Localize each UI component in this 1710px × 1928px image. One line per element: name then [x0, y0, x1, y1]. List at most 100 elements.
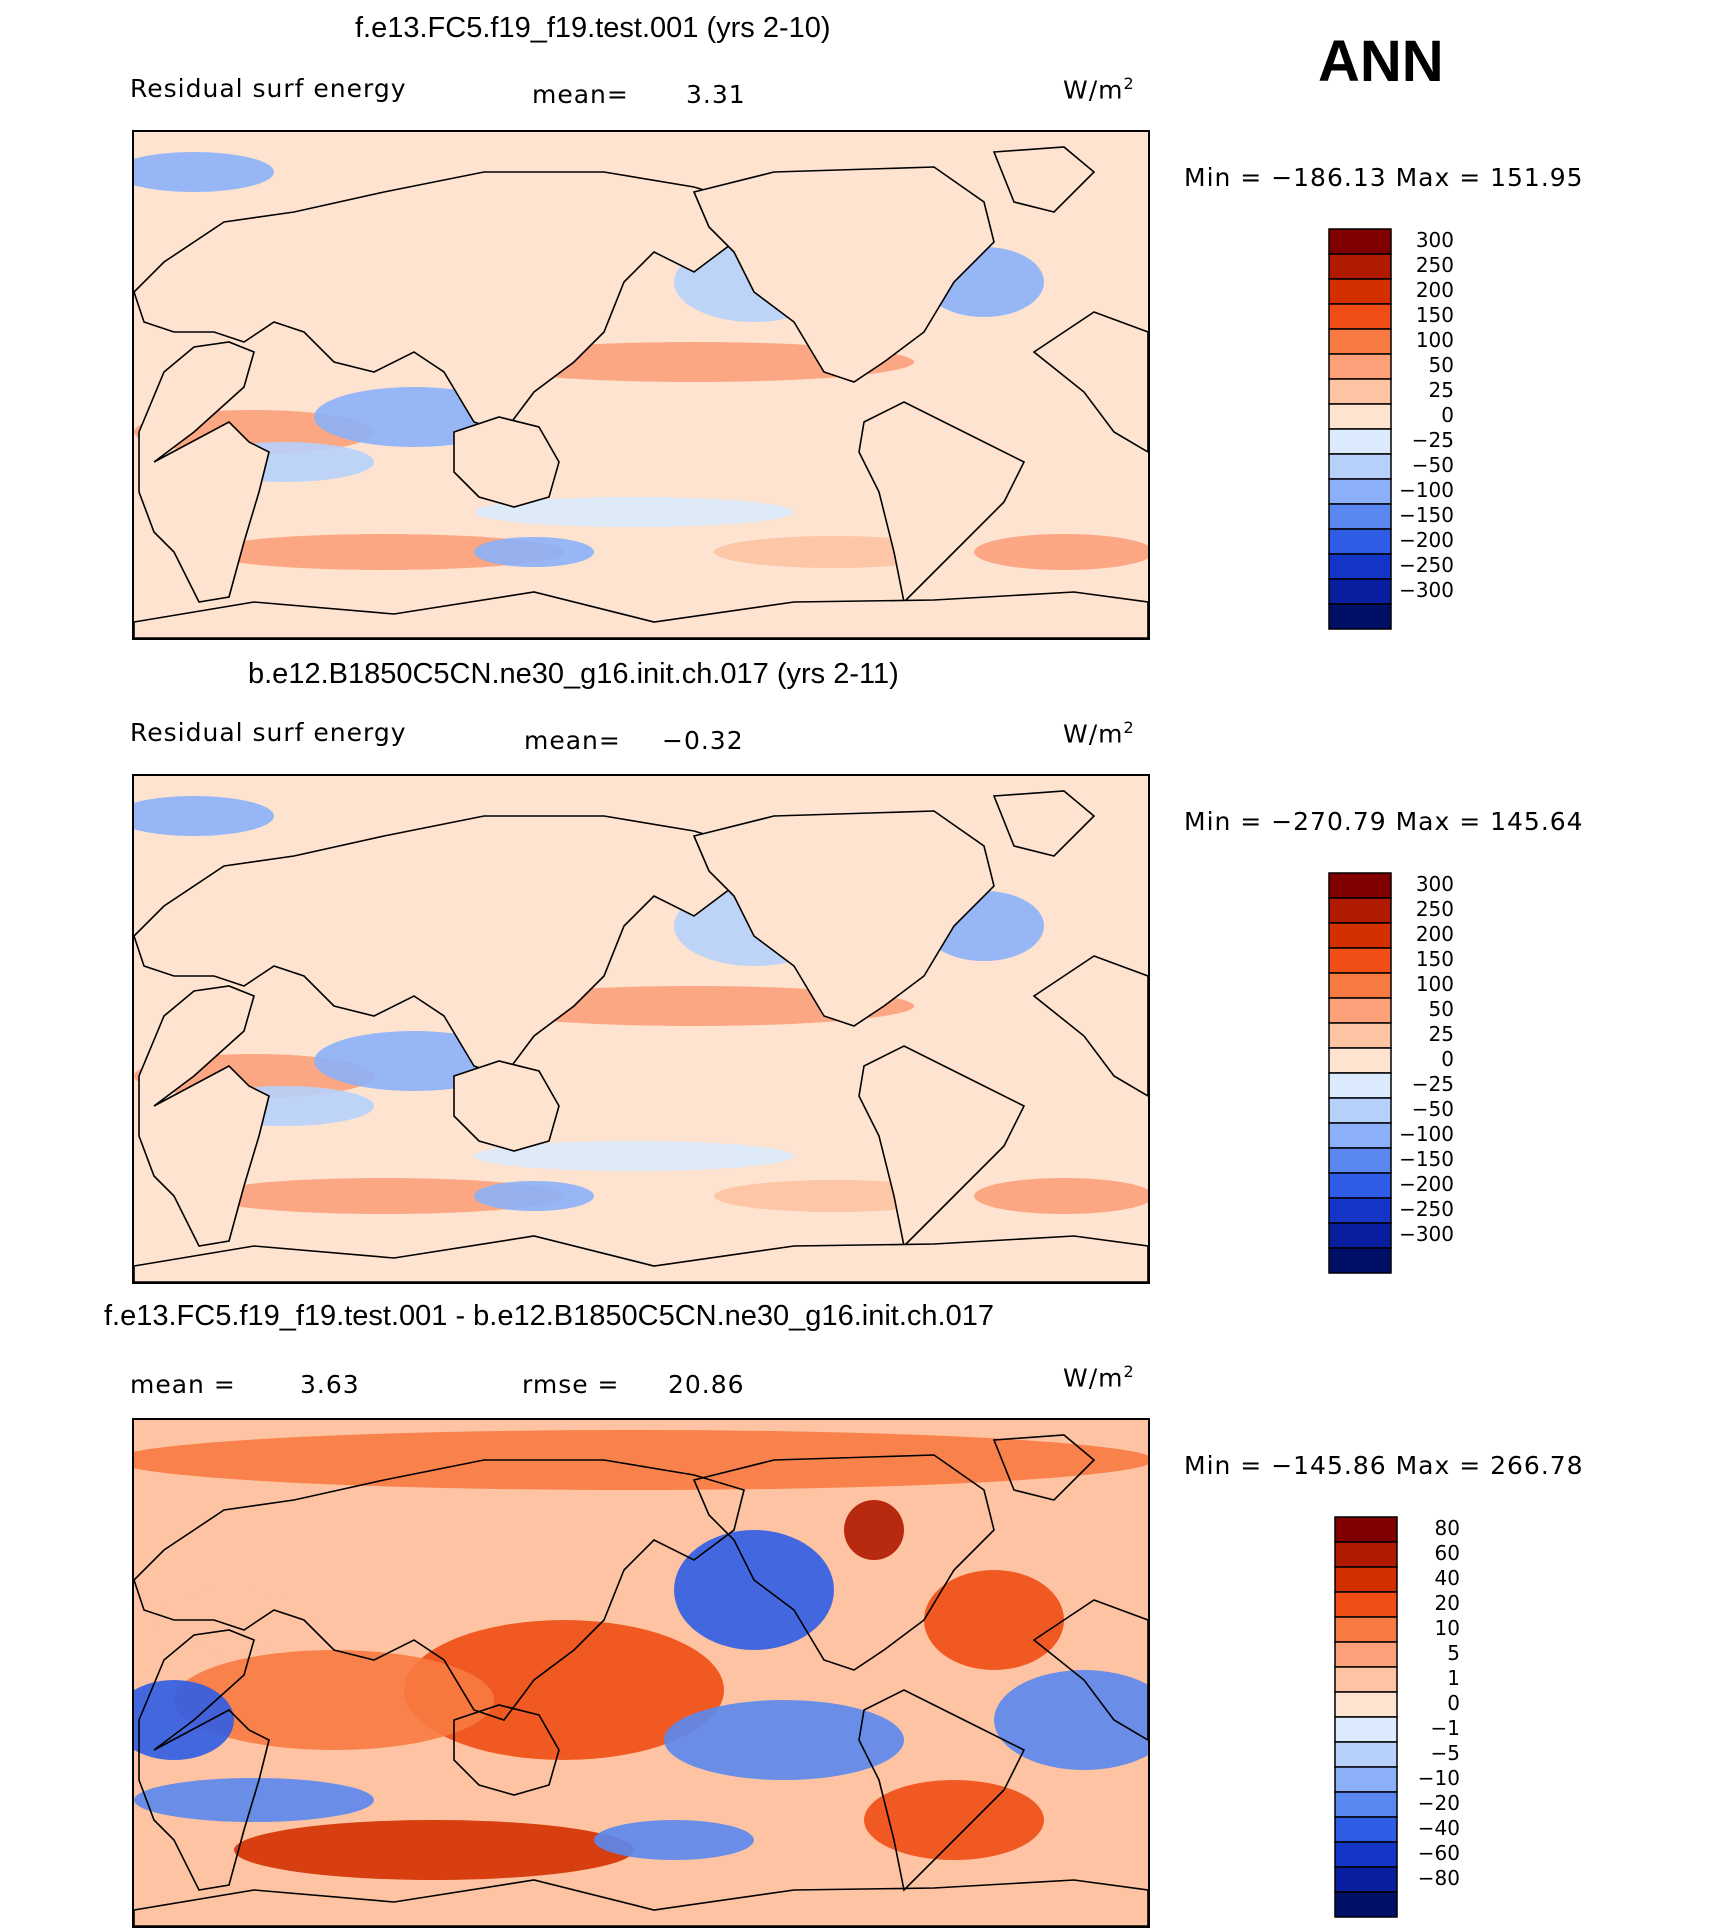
colorbar-swatch [1334, 1566, 1398, 1593]
colorbar-swatch [1328, 253, 1392, 280]
colorbar-tick-label: 1 [1447, 1666, 1460, 1690]
colorbar-swatch [1334, 1891, 1398, 1918]
panel-2-units: W/m2 [1063, 718, 1135, 749]
colorbar-tick-label: −150 [1399, 503, 1454, 527]
colorbar-swatch [1328, 1247, 1392, 1274]
colorbar-swatch [1328, 428, 1392, 455]
colorbar-swatch [1328, 328, 1392, 355]
colorbar-swatch [1334, 1816, 1398, 1843]
colorbar-tick-label: 100 [1415, 328, 1454, 352]
panel-1-minmax: Min = −186.13 Max = 151.95 [1184, 163, 1584, 192]
panel-2-minmax: Min = −270.79 Max = 145.64 [1184, 807, 1584, 836]
colorbar-swatch [1328, 403, 1392, 430]
colorbar-tick-label: −80 [1417, 1866, 1460, 1890]
colorbar-swatch [1328, 1172, 1392, 1199]
colorbar-tick-label: 250 [1415, 897, 1454, 921]
panel-2-colorbar: 300 250 200 150 100 50 25 0 −25 −50 −100 −150 −200 −2… [1328, 872, 1528, 1274]
colorbar-tick-label: 100 [1415, 972, 1454, 996]
panel-2-title: b.e12.B1850C5CN.ne30_g16.init.ch.017 (yr… [248, 658, 899, 690]
colorbar-tick-label: −250 [1399, 1197, 1454, 1221]
panel-2-mean-label: mean= [524, 726, 621, 755]
colorbar-swatch [1334, 1766, 1398, 1793]
colorbar-swatch [1334, 1666, 1398, 1693]
colorbar-swatch [1328, 922, 1392, 949]
colorbar-swatch [1328, 528, 1392, 555]
panel-1-colorbar: 300 250 200 150 100 50 25 0 −25 −50 −100 −150 −200 −2… [1328, 228, 1528, 630]
colorbar-tick-label: 50 [1428, 353, 1454, 377]
colorbar-swatch [1328, 578, 1392, 605]
colorbar-swatch [1334, 1716, 1398, 1743]
colorbar-swatch [1334, 1791, 1398, 1818]
colorbar-swatch [1328, 303, 1392, 330]
colorbar-swatches [1328, 872, 1392, 1274]
colorbar-swatch [1334, 1741, 1398, 1768]
colorbar-swatch [1334, 1866, 1398, 1893]
colorbar-tick-label: −20 [1417, 1791, 1460, 1815]
colorbar-swatch [1328, 478, 1392, 505]
colorbar-tick-label: 150 [1415, 947, 1454, 971]
colorbar-swatches [1334, 1516, 1398, 1918]
colorbar-swatch [1334, 1616, 1398, 1643]
colorbar-tick-label: −250 [1399, 553, 1454, 577]
colorbar-swatch [1328, 872, 1392, 899]
colorbar-swatch [1328, 972, 1392, 999]
colorbar-swatch [1328, 997, 1392, 1024]
colorbar-tick-label: −1 [1430, 1716, 1460, 1740]
colorbar-tick-label: 200 [1415, 922, 1454, 946]
colorbar-tick-label: −200 [1399, 528, 1454, 552]
panel-2-field-label: Residual surf energy [130, 718, 407, 747]
colorbar-tick-label: 150 [1415, 303, 1454, 327]
panel-3-rmse-value: 20.86 [668, 1370, 745, 1399]
colorbar-tick-label: 0 [1441, 1047, 1454, 1071]
panel-1-mean-value: 3.31 [686, 80, 746, 109]
colorbar-tick-label: −40 [1417, 1816, 1460, 1840]
panel-3-title: f.e13.FC5.f19_f19.test.001 - b.e12.B1850… [104, 1300, 994, 1332]
colorbar-tick-label: −25 [1411, 1072, 1454, 1096]
colorbar-swatch [1334, 1841, 1398, 1868]
colorbar-swatch [1328, 553, 1392, 580]
colorbar-tick-label: 60 [1434, 1541, 1460, 1565]
colorbar-tick-label: −60 [1417, 1841, 1460, 1865]
colorbar-swatch [1328, 897, 1392, 924]
colorbar-tick-label: 5 [1447, 1641, 1460, 1665]
colorbar-tick-label: 300 [1415, 228, 1454, 252]
colorbar-tick-label: 50 [1428, 997, 1454, 1021]
colorbar-swatch [1334, 1641, 1398, 1668]
panel-3-units: W/m2 [1063, 1362, 1135, 1393]
colorbar-tick-label: −200 [1399, 1172, 1454, 1196]
panel-2-mean-value: −0.32 [662, 726, 744, 755]
colorbar-tick-label: 20 [1434, 1591, 1460, 1615]
colorbar-swatch [1334, 1541, 1398, 1568]
colorbar-tick-label: 10 [1434, 1616, 1460, 1640]
panel-3-mean-label: mean = [130, 1370, 236, 1399]
season-label: ANN [1318, 29, 1444, 94]
colorbar-swatch [1328, 503, 1392, 530]
panel-3-colorbar: 80 60 40 20 10 5 1 0 −1 −5 −10 −20 −40 −60 −80 [1334, 1516, 1534, 1918]
colorbar-swatch [1328, 1222, 1392, 1249]
colorbar-swatch [1328, 1097, 1392, 1124]
colorbar-tick-label: 300 [1415, 872, 1454, 896]
colorbar-tick-label: 25 [1428, 378, 1454, 402]
colorbar-swatches [1328, 228, 1392, 630]
colorbar-swatch [1328, 353, 1392, 380]
colorbar-tick-label: −150 [1399, 1147, 1454, 1171]
colorbar-swatch [1334, 1691, 1398, 1718]
panel-3-minmax: Min = −145.86 Max = 266.78 [1184, 1451, 1584, 1480]
colorbar-tick-label: 80 [1434, 1516, 1460, 1540]
colorbar-tick-label: 200 [1415, 278, 1454, 302]
colorbar-swatch [1328, 1122, 1392, 1149]
colorbar-swatch [1328, 1022, 1392, 1049]
colorbar-swatch [1328, 278, 1392, 305]
colorbar-swatch [1328, 228, 1392, 255]
colorbar-tick-label: −10 [1417, 1766, 1460, 1790]
colorbar-tick-label: 25 [1428, 1022, 1454, 1046]
panel-1-title: f.e13.FC5.f19_f19.test.001 (yrs 2-10) [355, 12, 831, 44]
colorbar-tick-label: −50 [1411, 453, 1454, 477]
colorbar-swatch [1328, 1147, 1392, 1174]
colorbar-swatch [1328, 378, 1392, 405]
panel-1-mean-label: mean= [532, 80, 629, 109]
colorbar-swatch [1328, 1047, 1392, 1074]
colorbar-swatch [1328, 947, 1392, 974]
colorbar-tick-label: −300 [1399, 1222, 1454, 1246]
colorbar-tick-label: −50 [1411, 1097, 1454, 1121]
